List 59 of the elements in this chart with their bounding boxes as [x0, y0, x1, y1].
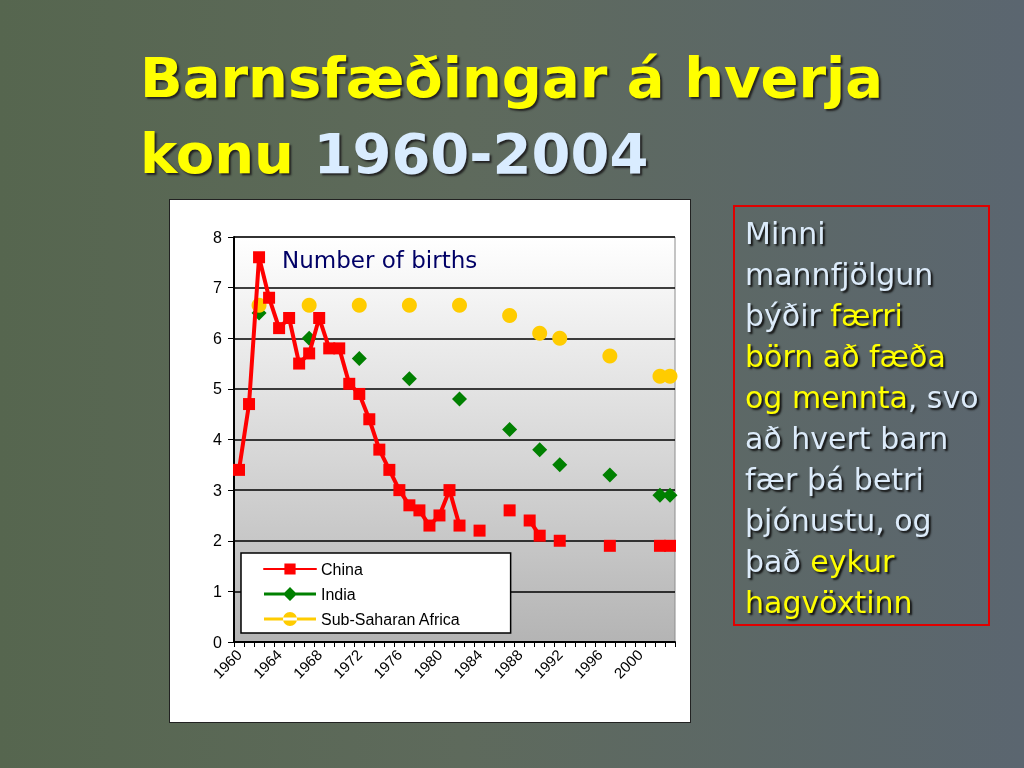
point [533, 529, 546, 542]
point [283, 312, 296, 324]
y-axis-title: Number of births [282, 246, 478, 273]
legend-label: China [321, 560, 363, 578]
point [333, 342, 346, 355]
point [423, 519, 436, 532]
legend-label: India [321, 585, 356, 603]
point [401, 297, 417, 313]
point [401, 371, 417, 387]
point [602, 348, 618, 364]
point [443, 484, 456, 497]
y-tick-label: 2 [213, 532, 223, 550]
point [503, 504, 516, 517]
chart-title: Barnsfæðingar á hverja konu 1960-2004 [140, 45, 884, 186]
point [313, 312, 326, 324]
point [403, 499, 416, 512]
point [373, 443, 386, 456]
y-tick-label: 4 [213, 431, 223, 448]
point [473, 524, 486, 537]
point [263, 291, 276, 304]
point [363, 413, 376, 426]
point [243, 398, 256, 411]
legend-label: Sub-Saharan Africa [321, 610, 460, 628]
point [453, 519, 466, 532]
point [452, 297, 468, 313]
y-tick-label: 6 [213, 329, 223, 347]
point [273, 322, 286, 335]
point [552, 457, 568, 473]
point [303, 347, 316, 360]
y-tick-label: 1 [213, 582, 223, 600]
y-tick-label: 7 [213, 279, 223, 297]
point [383, 463, 396, 476]
point [343, 377, 356, 390]
point [553, 534, 566, 547]
point [253, 251, 266, 264]
point [433, 509, 446, 522]
point [523, 514, 536, 527]
point [603, 539, 616, 552]
y-tick-label: 8 [213, 228, 223, 246]
point [532, 442, 548, 458]
point [502, 421, 518, 437]
point [602, 467, 618, 483]
point [353, 387, 366, 400]
point [301, 297, 317, 313]
point [532, 325, 548, 341]
point [351, 351, 367, 366]
point [663, 539, 676, 552]
point [351, 297, 367, 313]
point [233, 463, 246, 476]
point [452, 391, 468, 407]
point [413, 504, 426, 517]
point [293, 357, 306, 370]
text: Minni mannfjölgun þýðir færri börn að fæða og mennta, svo að hvert barn fær þá betri þjónustu, og það eykur hagvöxtinn [745, 216, 979, 620]
y-tick-label: 5 [213, 380, 223, 398]
y-tick-label: 0 [213, 633, 223, 651]
y-tick-label: 3 [213, 481, 223, 499]
point [393, 484, 406, 497]
point [502, 307, 518, 323]
point [552, 330, 568, 346]
